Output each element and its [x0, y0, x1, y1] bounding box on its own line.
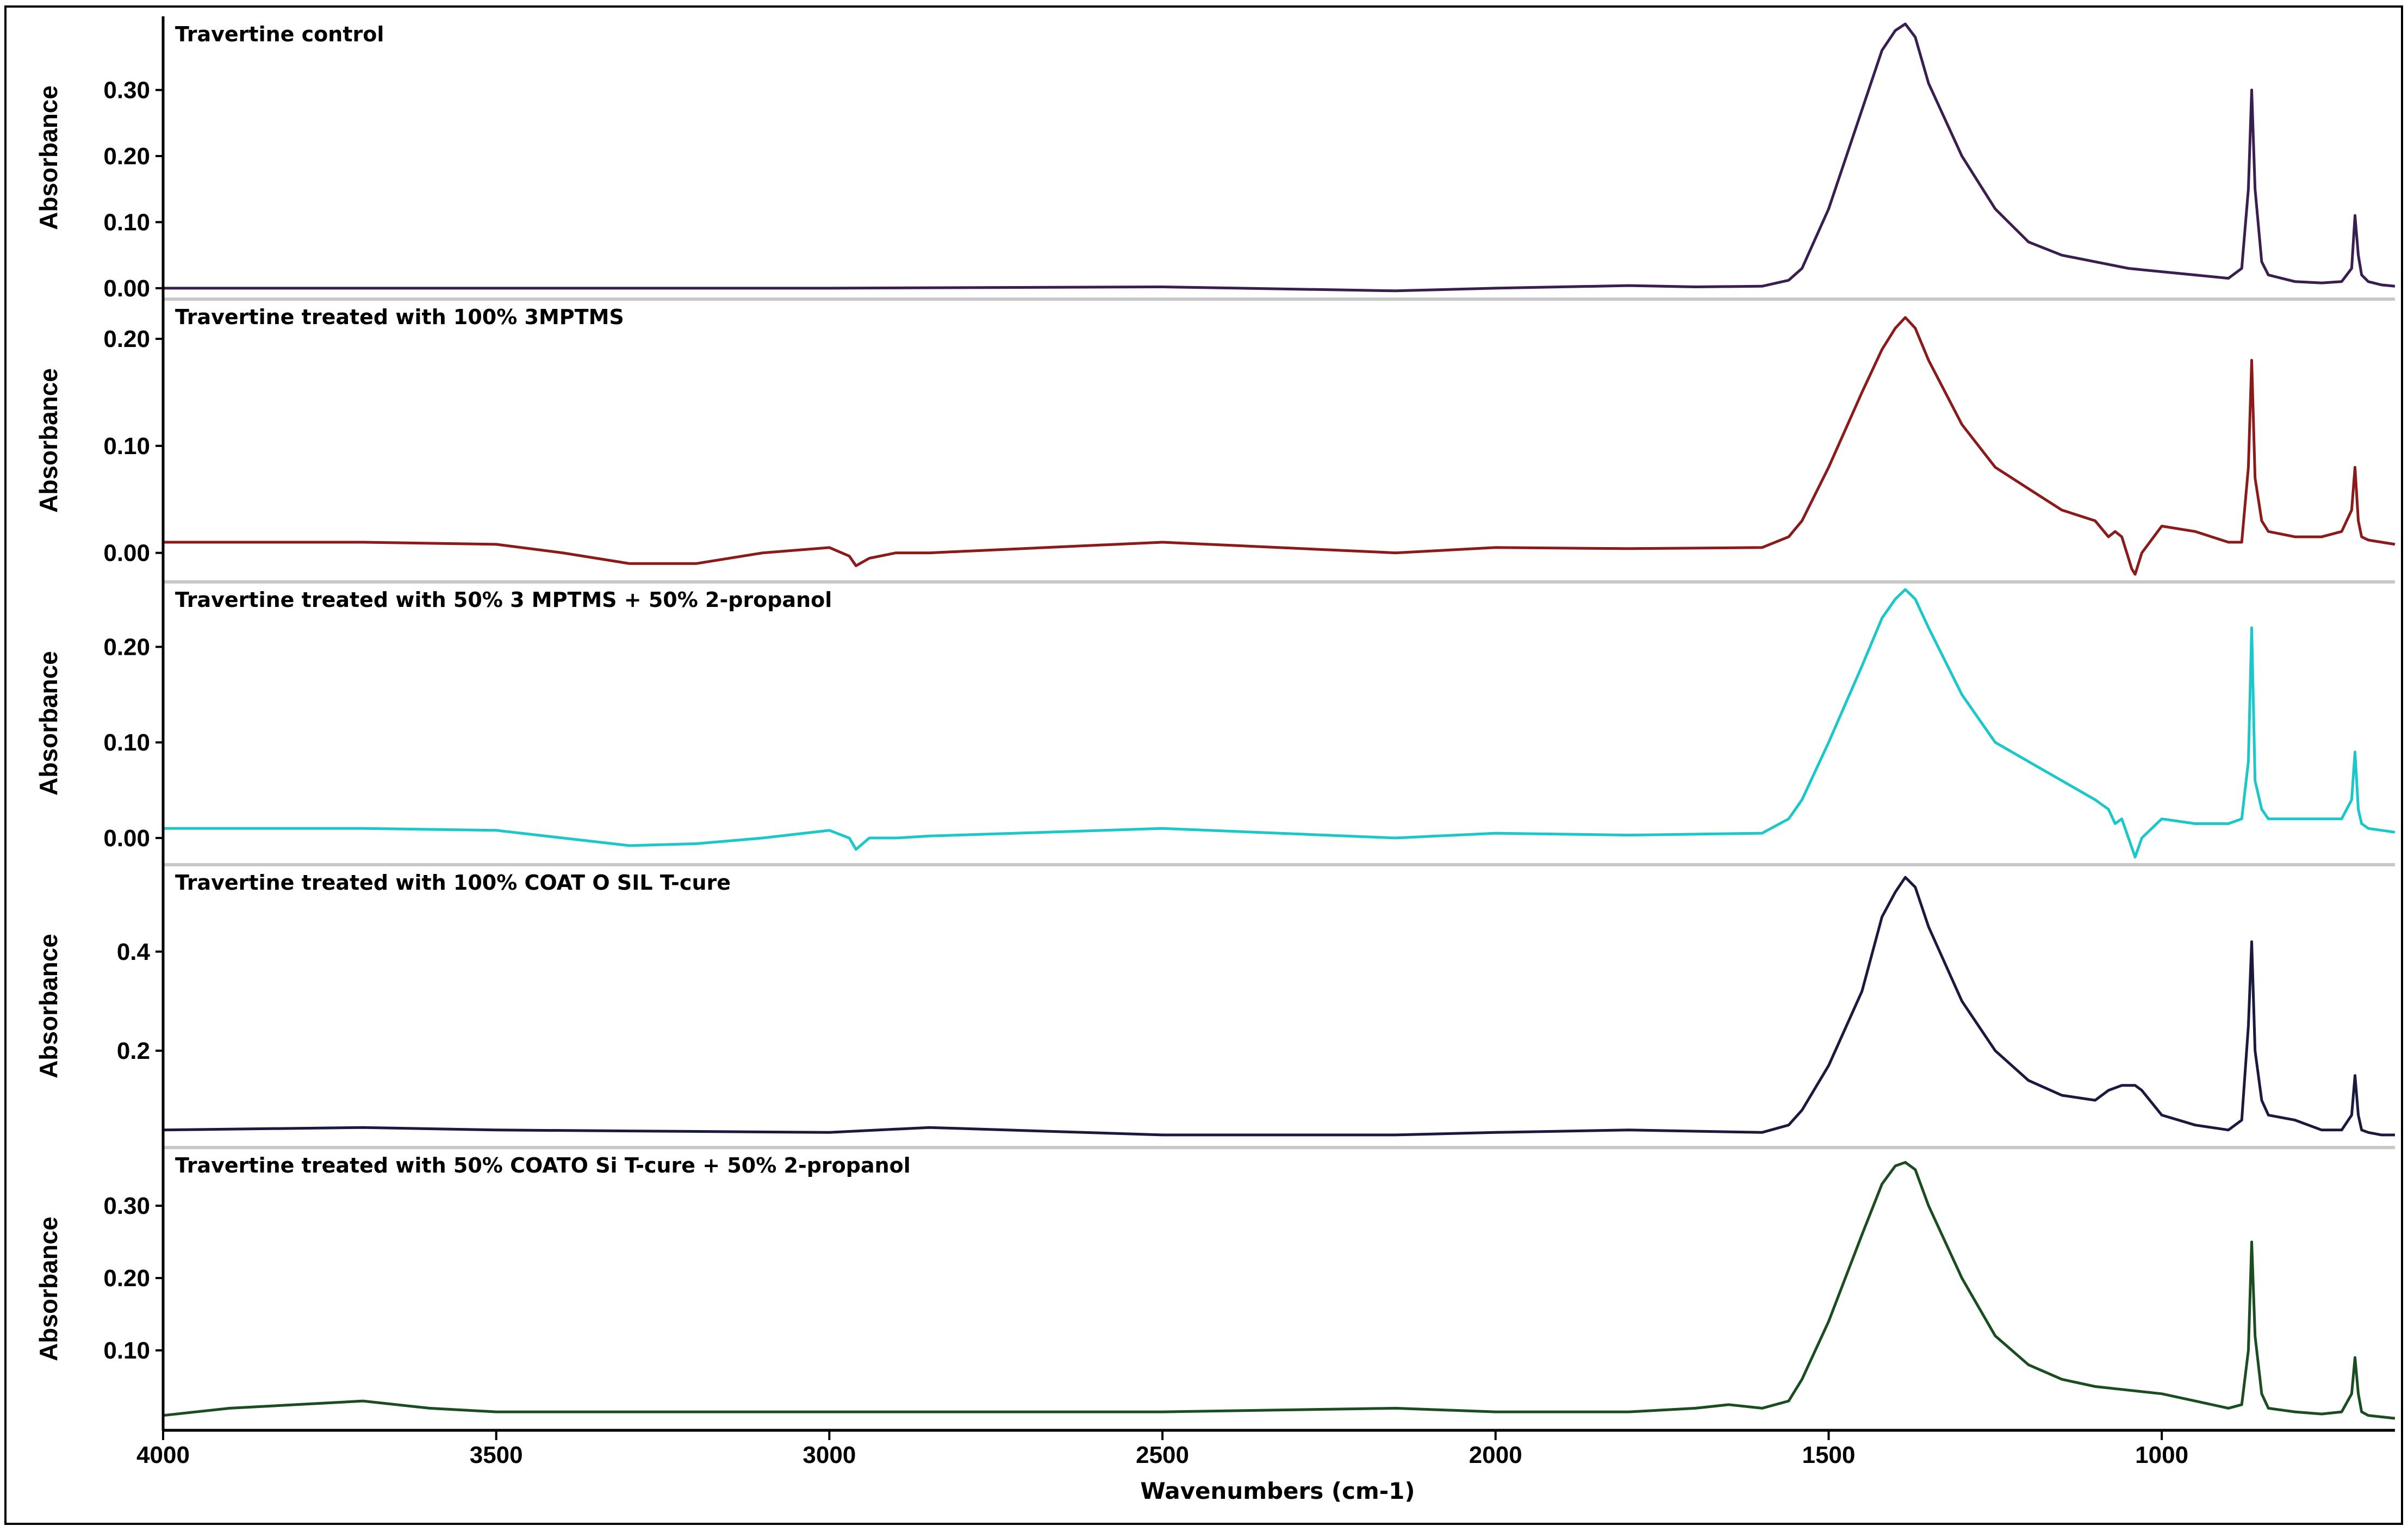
x-tick-label: 1500: [1802, 1442, 1855, 1468]
y-tick-label: 0.20: [103, 143, 150, 170]
x-tick-label: 1000: [2135, 1442, 2188, 1468]
y-axis-label: Absorbance: [34, 651, 63, 796]
y-tick-label: 0.00: [103, 275, 150, 302]
y-tick-label: 0.10: [103, 209, 150, 235]
panel-title: Travertine control: [175, 22, 384, 46]
spectrum-panel-2: 0.00 0.10 0.20 Absorbance Travertine treated…: [34, 305, 2395, 584]
spectrum-line: [163, 22, 2395, 293]
y-tick-label: 0.20: [103, 634, 150, 660]
y-axis-label: Absorbance: [34, 1217, 63, 1361]
x-tick-label: 3500: [470, 1442, 523, 1468]
spectrum-panel-3: 0.00 0.10 0.20 Absorbance Travertine treated…: [34, 588, 2395, 866]
spectrum-line: [163, 1161, 2395, 1420]
y-axis-label: Absorbance: [34, 368, 63, 513]
y-tick-label: 0.20: [103, 1265, 150, 1292]
x-tick-label: 4000: [136, 1442, 190, 1468]
y-axis-label: Absorbance: [34, 934, 63, 1078]
y-tick-label: 0.20: [103, 326, 150, 352]
y-tick-label: 0.30: [103, 77, 150, 103]
panel-title: Travertine treated with 50% 3 MPTMS + 50…: [175, 588, 832, 612]
y-tick-label: 0.00: [103, 825, 150, 852]
panel-title: Travertine treated with 100% 3MPTMS: [175, 305, 624, 329]
panel-title: Travertine treated with 50% COATO Si T-c…: [175, 1153, 911, 1177]
y-tick-label: 0.10: [103, 729, 150, 756]
x-axis: 4000 3500 3000 2500 2000 1500 1000: [136, 1429, 2395, 1468]
x-axis-label: Wavenumbers (cm-1): [1140, 1478, 1415, 1504]
y-tick-label: 0.2: [117, 1038, 150, 1064]
spectrum-panel-1: 0.00 0.10 0.20 0.30 Absorbance Travertine con…: [34, 22, 2395, 302]
y-axis-label: Absorbance: [34, 85, 63, 230]
figure-border: [4, 5, 2403, 1525]
y-tick-label: 0.00: [103, 540, 150, 567]
y-tick-label: 0.4: [117, 939, 151, 965]
spectrum-line: [163, 876, 2395, 1137]
spectra-panels: 0.00 0.10 0.20 0.30 Absorbance Travertine con…: [34, 16, 2395, 1432]
panel-title: Travertine treated with 100% COAT O SIL …: [175, 871, 731, 895]
y-tick-label: 0.10: [103, 433, 150, 460]
y-tick-label: 0.30: [103, 1193, 150, 1219]
x-tick-label: 3000: [802, 1442, 856, 1468]
x-tick-label: 2500: [1136, 1442, 1189, 1468]
y-tick-label: 0.10: [103, 1337, 150, 1364]
spectrum-line: [163, 316, 2395, 576]
spectrum-line: [163, 588, 2395, 859]
spectrum-panel-4: 0.2 0.4 Absorbance Travertine treated with …: [34, 871, 2395, 1149]
x-tick-label: 2000: [1469, 1442, 1522, 1468]
